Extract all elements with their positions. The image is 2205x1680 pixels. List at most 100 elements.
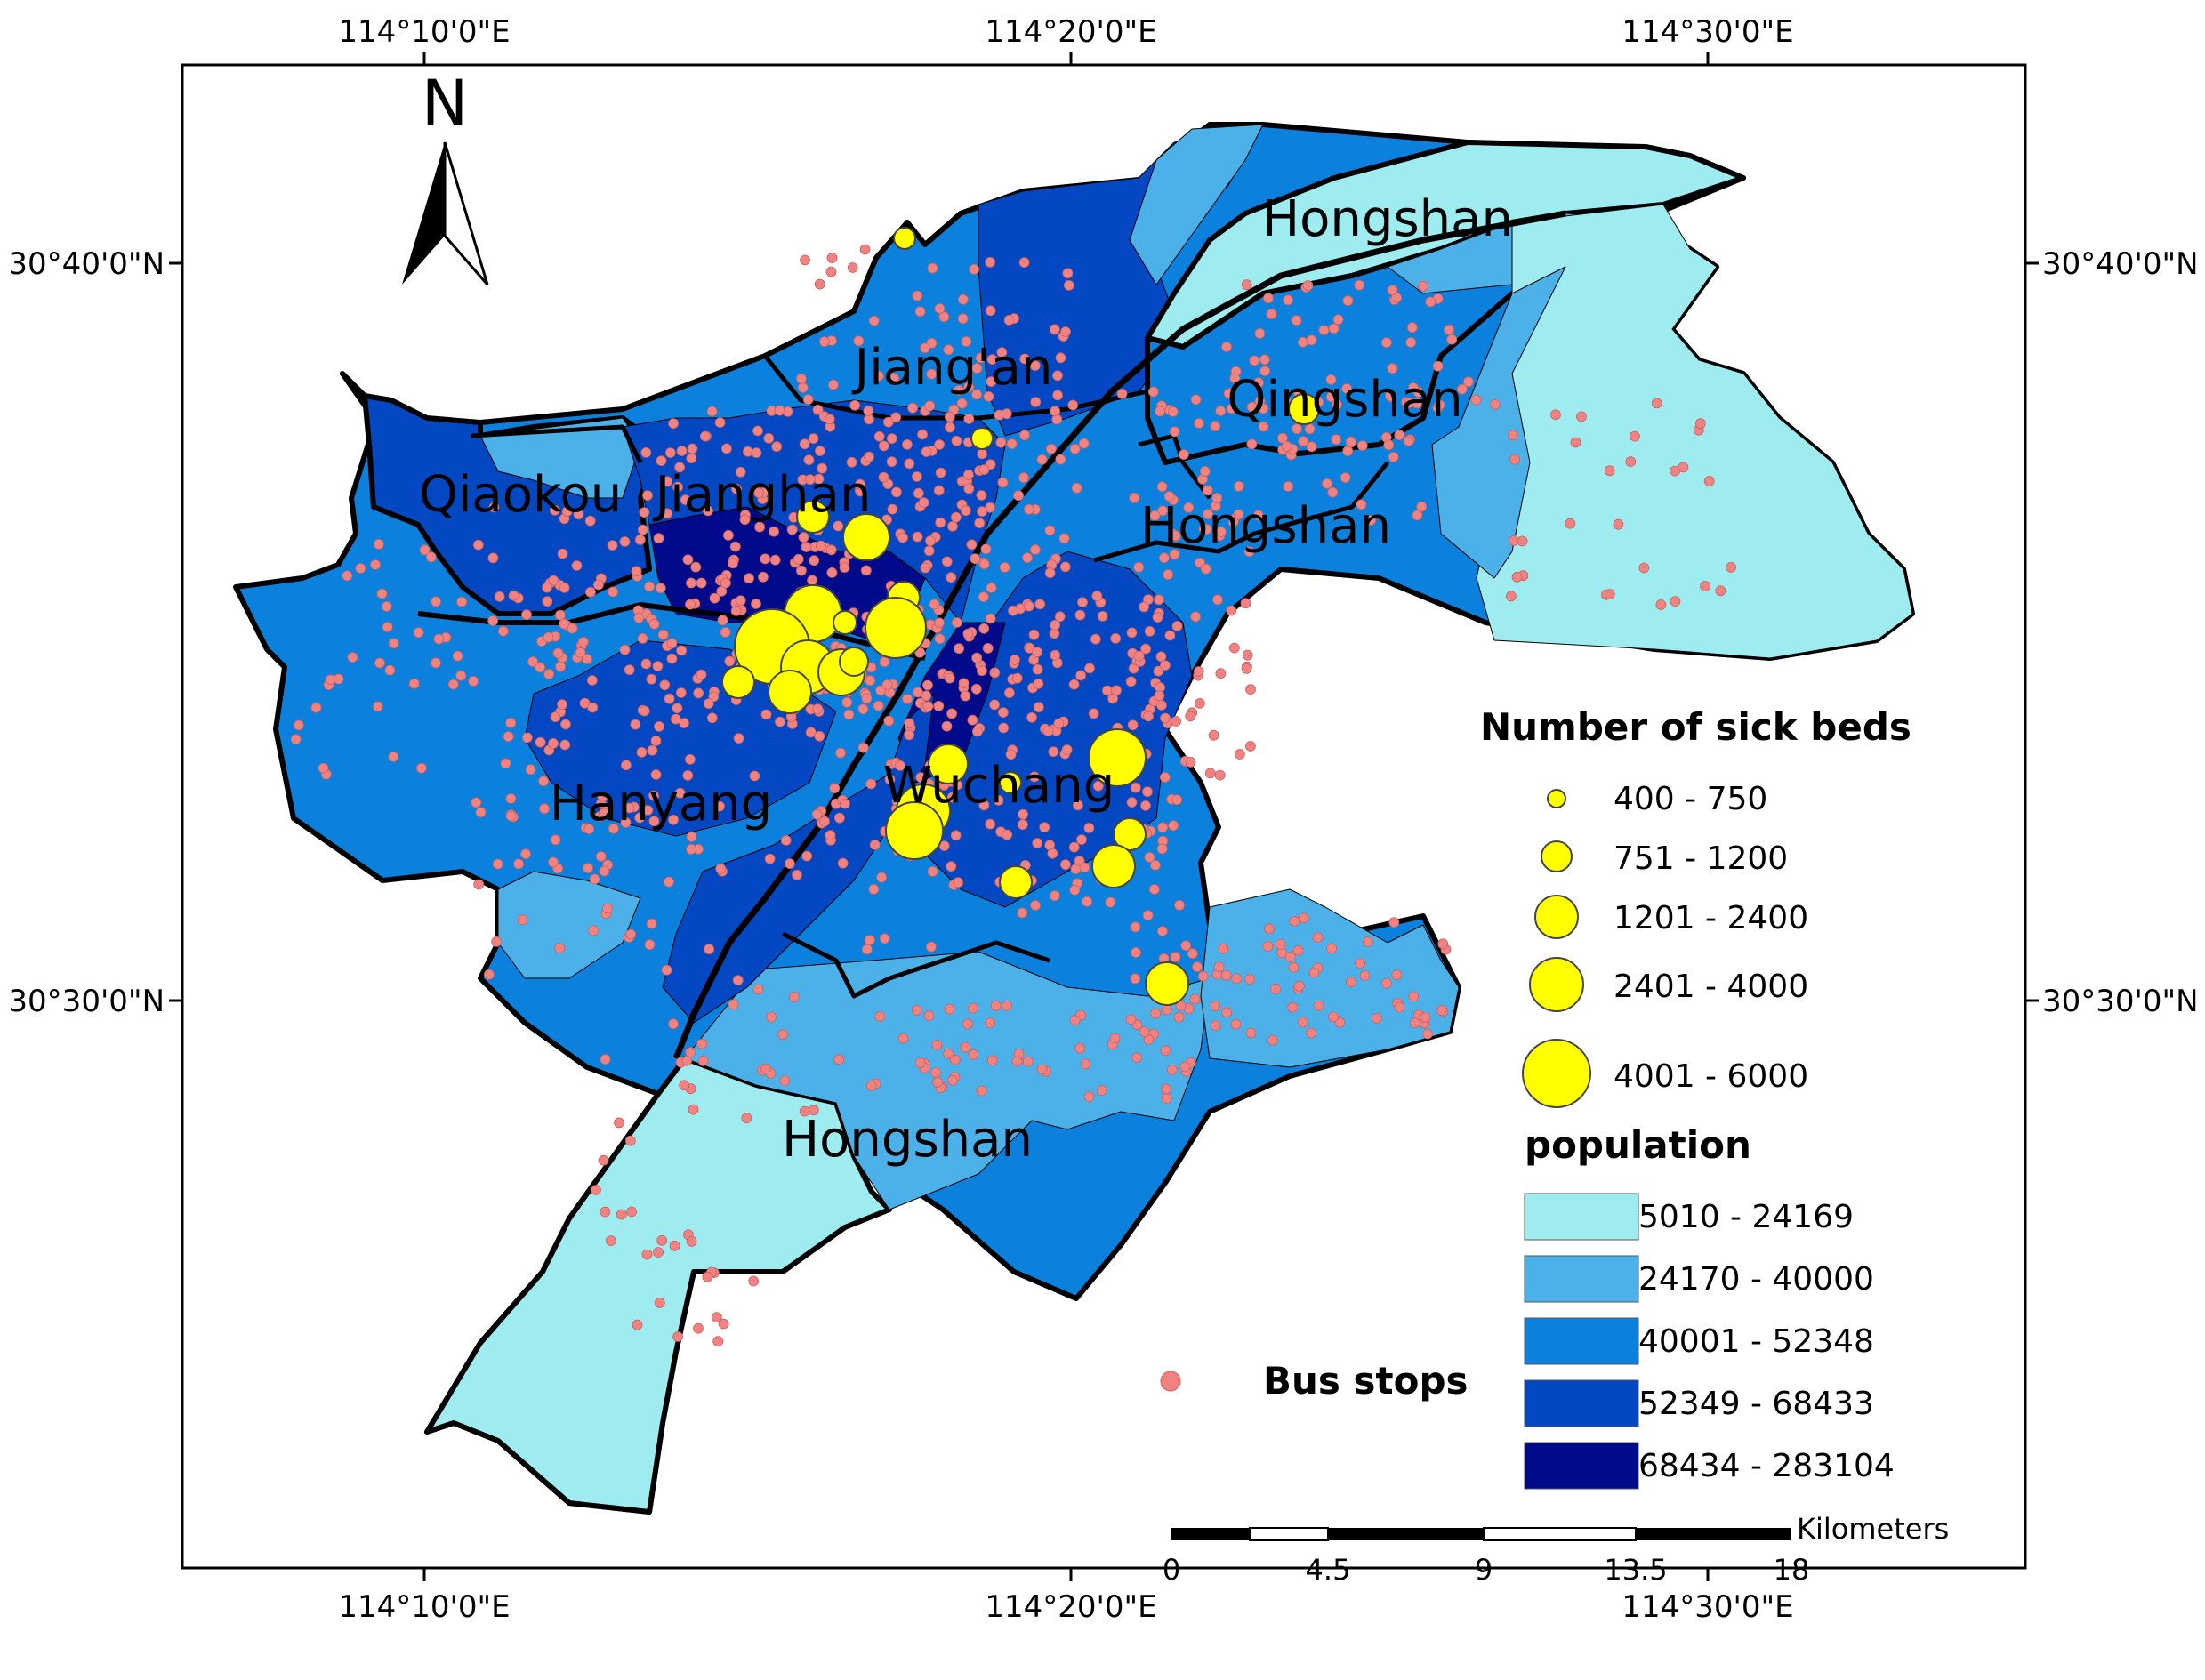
bus-stop-marker xyxy=(961,336,972,347)
bus-stop-marker xyxy=(926,941,937,953)
bus-stop-marker xyxy=(1288,961,1300,973)
bus-stop-marker xyxy=(950,830,962,841)
district-label-jianghan: Jianghan xyxy=(653,466,872,524)
bus-stop-marker xyxy=(978,800,990,811)
bus-stop-marker xyxy=(1011,672,1023,684)
bus-stop-marker xyxy=(686,1235,697,1247)
bus-stop-marker xyxy=(631,566,642,577)
bus-stop-marker xyxy=(718,1318,729,1330)
bus-stop-marker xyxy=(998,707,1009,718)
bus-stop-marker xyxy=(963,483,975,494)
bus-stop-marker xyxy=(1167,406,1179,417)
bus-stop-marker xyxy=(535,662,546,673)
bus-stop-marker xyxy=(599,808,609,819)
bus-stop-marker xyxy=(517,914,528,926)
bus-stop-marker xyxy=(975,352,986,364)
bus-stop-marker xyxy=(1164,630,1176,641)
bus-stop-marker xyxy=(1018,257,1030,269)
bus-stop-marker xyxy=(699,430,711,442)
bus-stop-marker xyxy=(488,502,500,513)
bus-stop-marker xyxy=(1017,907,1028,919)
bus-stop-marker xyxy=(1194,418,1204,429)
bus-stop-marker xyxy=(1312,932,1324,943)
bus-stop-marker xyxy=(1242,649,1253,661)
district-label-jiangan: Jiang'an xyxy=(852,339,1053,397)
hospital-marker xyxy=(885,801,944,860)
bus-stop-marker xyxy=(1297,336,1308,348)
bus-stop-marker xyxy=(1604,589,1615,599)
bus-stop-marker xyxy=(1125,1014,1137,1025)
bus-stop-marker xyxy=(653,533,664,544)
bus-stop-marker xyxy=(881,679,893,690)
bus-stop-marker xyxy=(682,554,694,566)
bus-stop-marker xyxy=(1030,544,1041,555)
bus-stop-marker xyxy=(1042,726,1054,736)
legend-beds-symbol-2 xyxy=(1541,840,1573,872)
legend-beds-symbol-4 xyxy=(1529,957,1584,1012)
bus-stop-marker xyxy=(843,709,855,720)
han-river-line xyxy=(417,602,926,661)
bus-stop-marker xyxy=(1405,337,1417,348)
bus-stop-marker xyxy=(1018,808,1028,820)
bus-stop-marker xyxy=(639,507,650,518)
hongshan-south-area xyxy=(424,1056,892,1515)
bus-stop-marker xyxy=(521,609,532,621)
bus-stop-marker xyxy=(876,872,887,883)
legend-beds-title: Number of sick beds xyxy=(1480,705,1911,749)
population-areas xyxy=(233,122,1915,1515)
legend-population-label-4: 52349 - 68433 xyxy=(1638,1386,1874,1422)
bus-stop-marker xyxy=(882,416,894,428)
bus-stop-marker xyxy=(1022,552,1033,563)
bus-stop-marker xyxy=(685,754,696,765)
bus-stop-marker xyxy=(555,661,566,672)
bus-stop-marker xyxy=(1332,314,1344,326)
bus-stop-marker xyxy=(1160,712,1171,724)
bus-stop-marker xyxy=(1161,1083,1171,1095)
bus-stop-marker xyxy=(929,599,940,610)
bus-stop-marker xyxy=(1158,552,1170,564)
bus-stop-marker xyxy=(786,524,798,535)
bus-stop-marker xyxy=(837,857,849,869)
bus-stop-marker xyxy=(693,1322,704,1334)
bus-stop-marker xyxy=(577,637,589,647)
bus-stop-marker xyxy=(1155,406,1165,417)
lon-label-top-1: 114°10'0"E xyxy=(338,14,510,50)
bus-stop-marker xyxy=(583,824,595,834)
bus-stop-marker xyxy=(796,373,807,384)
bus-stop-marker xyxy=(902,438,913,450)
bus-stop-marker xyxy=(559,618,570,630)
bus-stop-marker xyxy=(1223,388,1235,399)
bus-stop-marker xyxy=(947,520,958,532)
bus-stop-marker xyxy=(1345,437,1356,448)
bus-stop-marker xyxy=(1142,786,1153,798)
bus-stop-marker xyxy=(1613,518,1624,530)
bus-stop-marker xyxy=(895,760,905,771)
bus-stop-marker xyxy=(1325,374,1337,385)
bus-stop-marker xyxy=(944,411,955,422)
bus-stop-marker xyxy=(1139,1026,1150,1037)
bus-stop-marker xyxy=(824,414,835,425)
bus-stop-marker xyxy=(1011,1056,1023,1067)
bus-stop-marker xyxy=(1694,418,1706,430)
bus-stop-marker xyxy=(1306,441,1317,453)
bus-stop-marker xyxy=(889,373,899,384)
bus-stop-marker xyxy=(468,676,479,687)
scale-bar-tick-0: 0 xyxy=(1163,1553,1180,1587)
bus-stop-marker xyxy=(758,571,769,583)
bus-stop-marker xyxy=(555,609,566,621)
legend-beds-symbol-1 xyxy=(1547,789,1566,808)
bus-stop-marker xyxy=(954,385,964,396)
bus-stop-marker xyxy=(985,305,996,317)
bus-stop-marker xyxy=(1173,1011,1185,1023)
bus-stop-marker xyxy=(1409,1017,1420,1029)
bus-stop-marker xyxy=(654,1298,665,1308)
bus-stop-marker xyxy=(503,731,514,742)
bus-stop-marker xyxy=(1446,334,1458,345)
bus-stop-marker xyxy=(868,884,880,895)
bus-stop-marker xyxy=(859,244,871,255)
bus-stop-marker xyxy=(472,539,484,551)
bus-stop-marker xyxy=(583,863,593,873)
bus-stop-marker xyxy=(1325,391,1337,403)
bus-stop-marker xyxy=(1088,708,1099,719)
bus-stop-marker xyxy=(1463,376,1474,388)
